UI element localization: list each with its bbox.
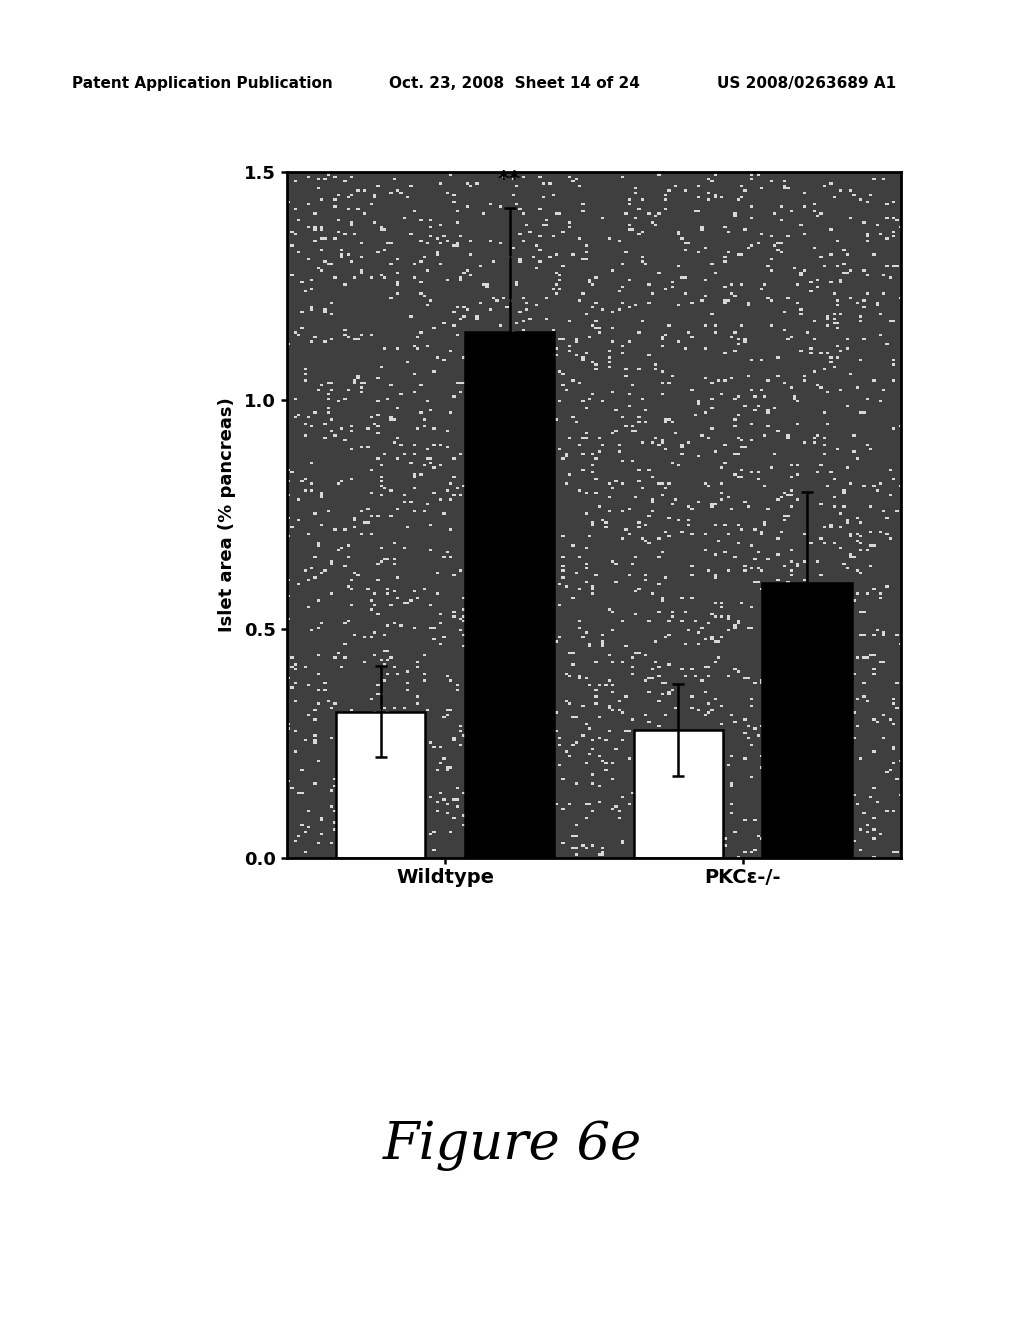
Bar xyxy=(336,711,425,858)
Bar xyxy=(465,331,554,858)
Text: Patent Application Publication: Patent Application Publication xyxy=(72,77,333,91)
Bar xyxy=(763,583,852,858)
Text: Figure 6e: Figure 6e xyxy=(382,1119,642,1171)
Bar xyxy=(634,730,723,858)
Text: **: ** xyxy=(498,170,521,190)
Text: Oct. 23, 2008  Sheet 14 of 24: Oct. 23, 2008 Sheet 14 of 24 xyxy=(389,77,640,91)
Text: US 2008/0263689 A1: US 2008/0263689 A1 xyxy=(717,77,896,91)
Y-axis label: Islet area (% pancreas): Islet area (% pancreas) xyxy=(218,397,237,632)
